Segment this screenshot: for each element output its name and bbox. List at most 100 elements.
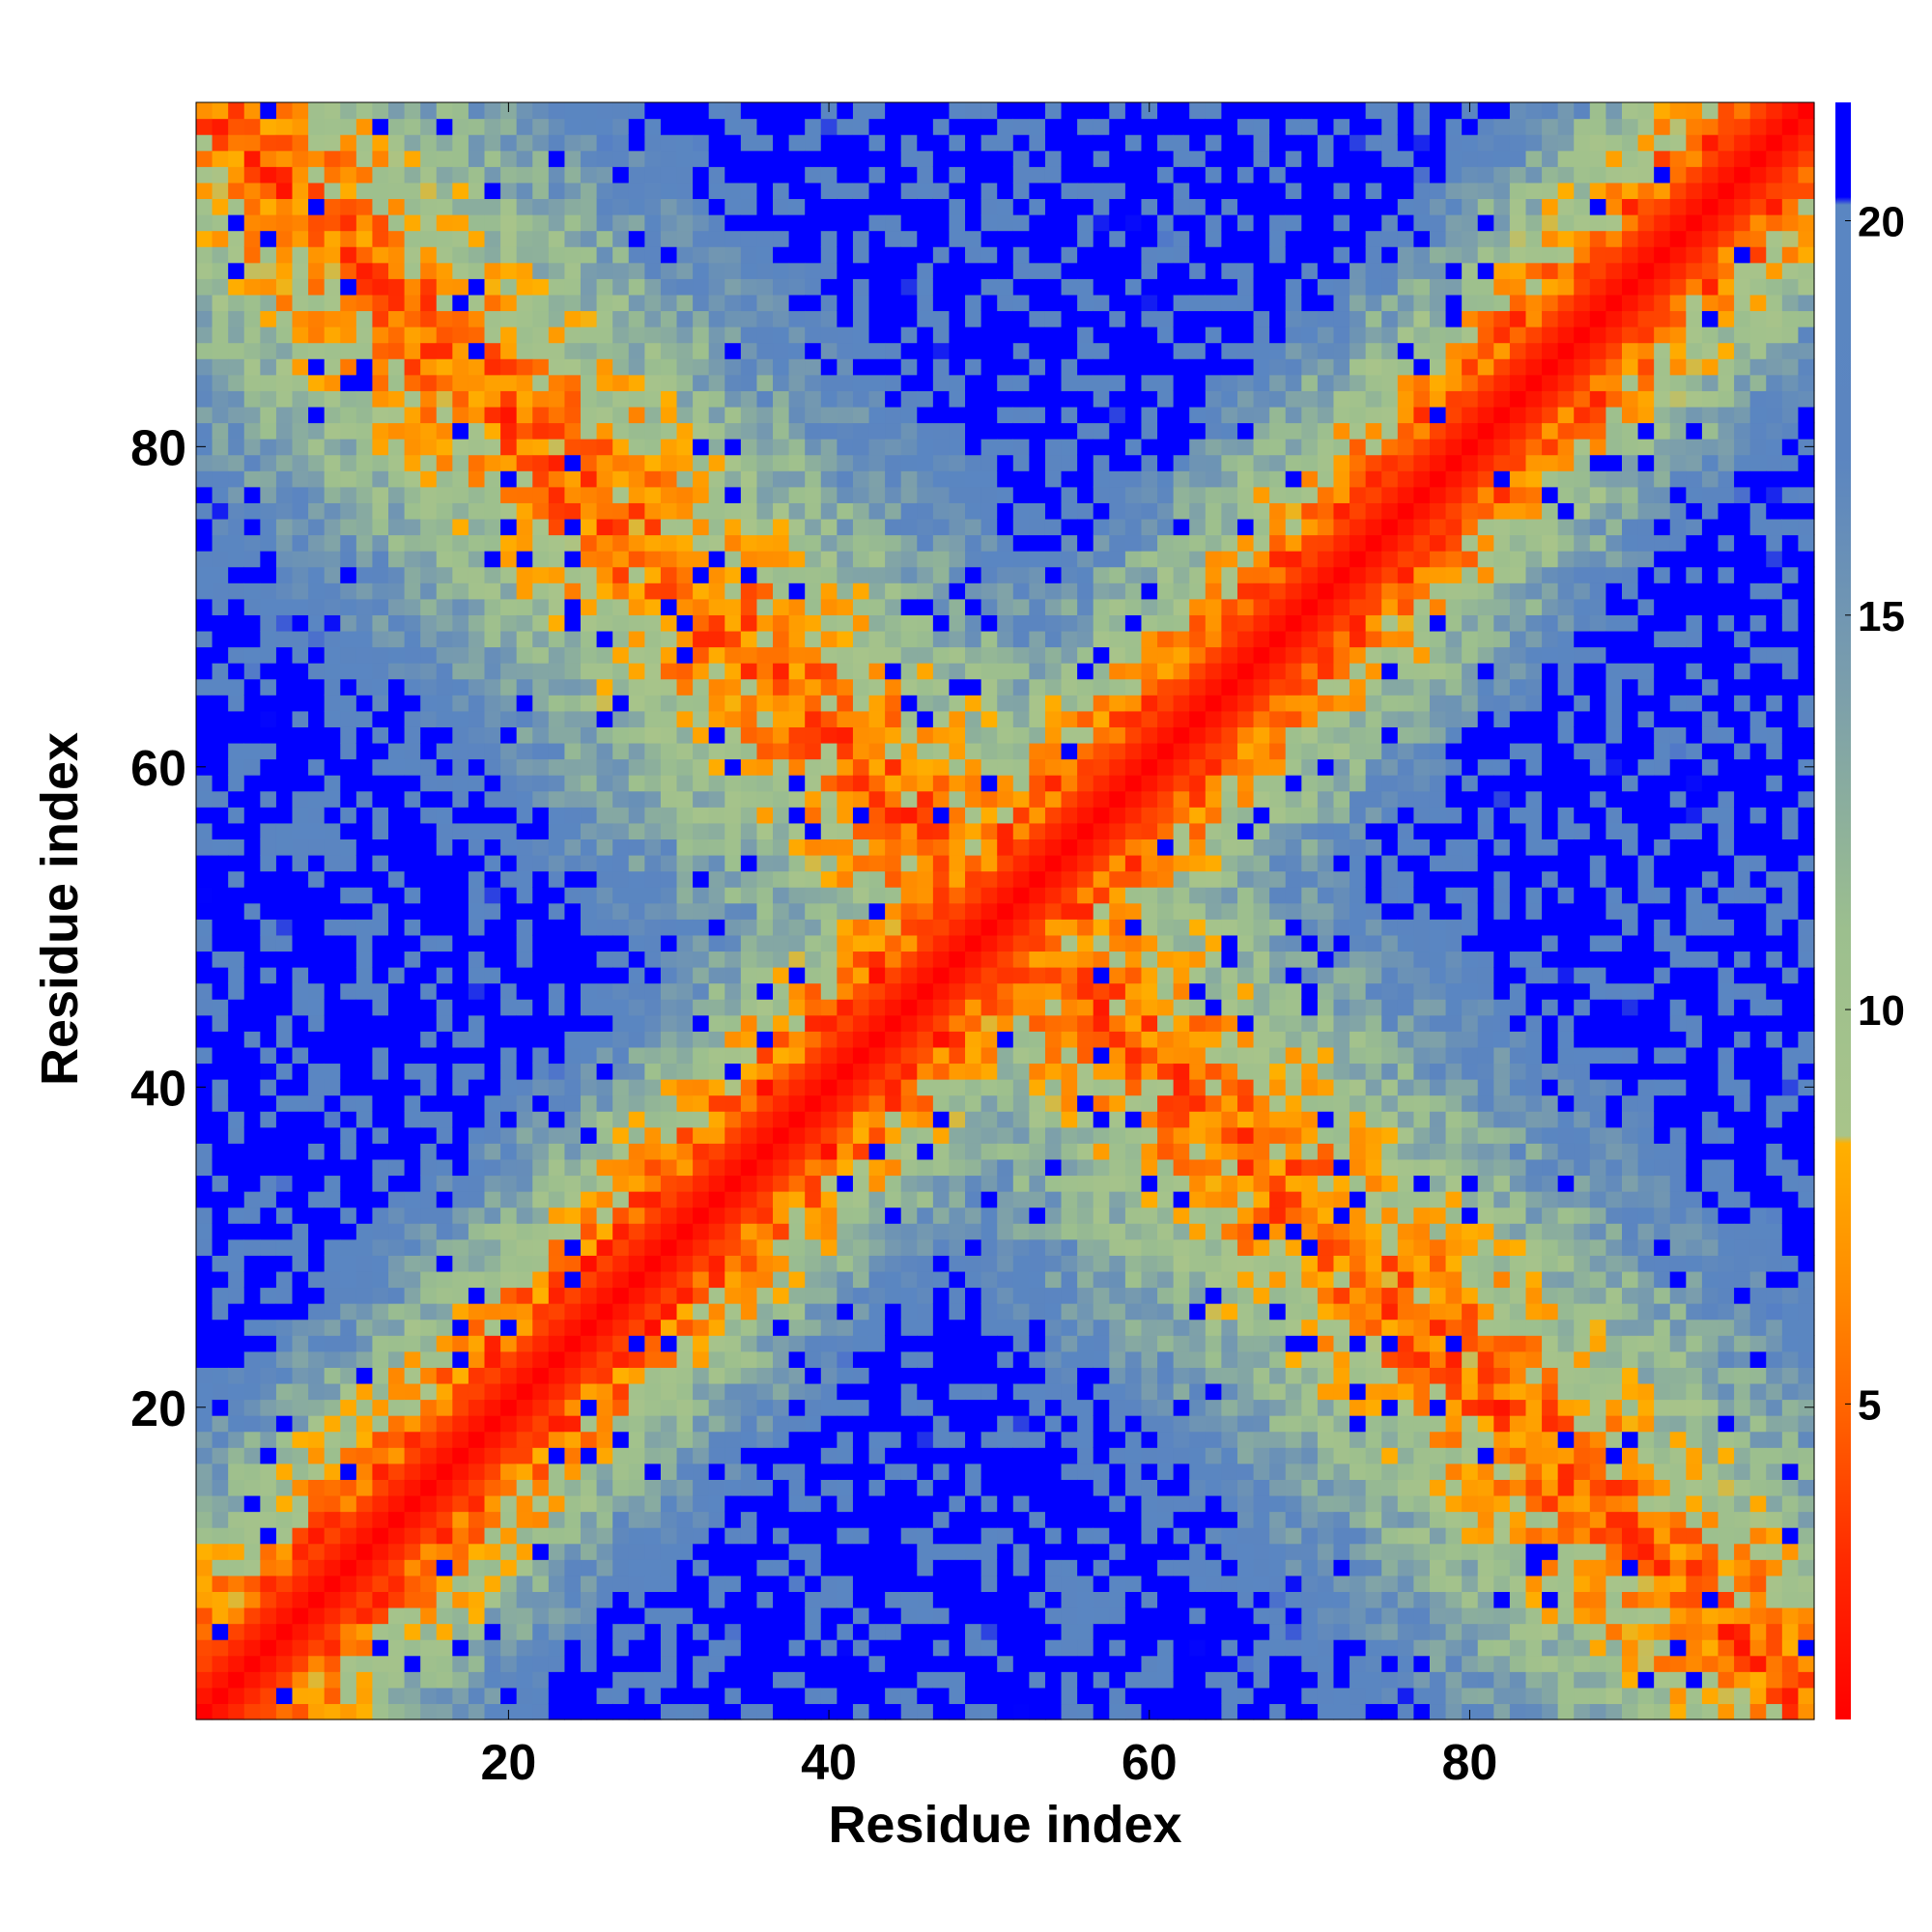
heatmap-cell <box>275 214 294 232</box>
heatmap-cell <box>628 327 645 344</box>
heatmap-cell <box>308 1143 326 1160</box>
heatmap-cell <box>212 1399 229 1416</box>
heatmap-cell <box>708 775 725 792</box>
heatmap-cell <box>740 1463 758 1480</box>
heatmap-cell <box>885 246 902 264</box>
heatmap-cell <box>548 1126 566 1144</box>
heatmap-cell <box>980 1591 998 1608</box>
heatmap-cell <box>965 1639 982 1657</box>
heatmap-cell <box>949 775 966 792</box>
heatmap-cell <box>484 294 501 312</box>
heatmap-cell <box>612 406 630 424</box>
heatmap-cell <box>228 566 245 583</box>
heatmap-cell <box>708 134 725 152</box>
heatmap-cell <box>581 327 598 344</box>
heatmap-cell <box>756 198 774 215</box>
heatmap-cell <box>564 887 582 904</box>
heatmap-cell <box>837 1350 854 1368</box>
heatmap-cell <box>740 1543 758 1560</box>
heatmap-cell <box>500 1255 518 1272</box>
heatmap-cell <box>212 758 229 776</box>
heatmap-cell <box>773 1463 790 1480</box>
heatmap-cell <box>693 614 710 632</box>
heatmap-cell <box>805 1079 822 1096</box>
heatmap-cell <box>228 294 245 312</box>
heatmap-cell <box>228 646 245 664</box>
heatmap-cell <box>805 1046 822 1065</box>
heatmap-cell <box>372 582 389 600</box>
heatmap-cell <box>468 1079 486 1096</box>
heatmap-cell <box>324 678 341 696</box>
heatmap-cell <box>868 982 886 1000</box>
heatmap-cell <box>355 150 374 167</box>
heatmap-cell <box>740 1527 758 1545</box>
heatmap-cell <box>932 566 951 583</box>
heatmap-cell <box>724 854 742 872</box>
heatmap-cell <box>708 230 725 247</box>
heatmap-cell <box>260 358 277 376</box>
heatmap-cell <box>564 1287 582 1304</box>
heatmap-cell <box>900 1367 918 1384</box>
heatmap-cell <box>612 887 630 904</box>
heatmap-cell <box>900 150 918 167</box>
heatmap-cell <box>837 278 854 296</box>
heatmap-cell <box>548 246 566 264</box>
heatmap-cell <box>708 1415 725 1433</box>
heatmap-cell <box>355 310 374 327</box>
heatmap-cell <box>612 1591 630 1608</box>
heatmap-cell <box>676 118 694 135</box>
heatmap-cell <box>949 854 966 872</box>
heatmap-cell <box>644 999 662 1016</box>
heatmap-cell <box>676 1031 694 1048</box>
heatmap-cell <box>420 230 438 247</box>
heatmap-cell <box>660 1031 678 1048</box>
heatmap-cell <box>949 102 966 120</box>
heatmap-cell <box>628 502 645 520</box>
heatmap-cell <box>900 1399 918 1416</box>
heatmap-cell <box>340 951 357 968</box>
heatmap-cell <box>965 967 982 984</box>
heatmap-cell <box>932 1463 951 1480</box>
heatmap-cell <box>581 358 598 376</box>
heatmap-cell <box>324 807 341 824</box>
heatmap-cell <box>820 678 838 696</box>
heatmap-cell <box>837 1014 854 1032</box>
heatmap-cell <box>868 1063 886 1080</box>
heatmap-cell <box>612 1255 630 1272</box>
heatmap-cell <box>308 726 326 744</box>
heatmap-cell <box>212 1223 229 1240</box>
heatmap-cell <box>564 1623 582 1640</box>
heatmap-cell <box>468 214 486 232</box>
heatmap-cell <box>468 1415 486 1433</box>
heatmap-cell <box>837 646 854 664</box>
heatmap-cell <box>644 807 662 824</box>
heatmap-cell <box>532 1382 550 1401</box>
heatmap-cell <box>852 919 870 936</box>
heatmap-cell <box>708 1639 725 1657</box>
heatmap-cell <box>404 582 421 600</box>
heatmap-cell <box>693 278 710 296</box>
heatmap-cell <box>581 1207 598 1224</box>
heatmap-cell <box>372 1591 389 1608</box>
heatmap-cell <box>932 630 951 648</box>
heatmap-cell <box>724 342 742 359</box>
heatmap-cell <box>212 1079 229 1096</box>
heatmap-cell <box>644 854 662 872</box>
heatmap-cell <box>693 502 710 520</box>
heatmap-cell <box>756 214 774 232</box>
heatmap-cell <box>820 1175 838 1192</box>
heatmap-cell <box>980 1606 998 1625</box>
heatmap-cell <box>885 486 902 503</box>
heatmap-cell <box>548 822 566 840</box>
heatmap-cell <box>837 1175 854 1192</box>
heatmap-cell <box>388 630 406 648</box>
heatmap-cell <box>212 790 229 808</box>
heatmap-cell <box>484 310 501 327</box>
heatmap-cell <box>340 566 357 583</box>
heatmap-cell <box>660 1527 678 1545</box>
heatmap-cell <box>837 1207 854 1224</box>
heatmap-cell <box>292 646 309 664</box>
heatmap-cell <box>500 182 518 200</box>
heatmap-cell <box>355 1079 374 1096</box>
heatmap-cell <box>388 1655 406 1672</box>
